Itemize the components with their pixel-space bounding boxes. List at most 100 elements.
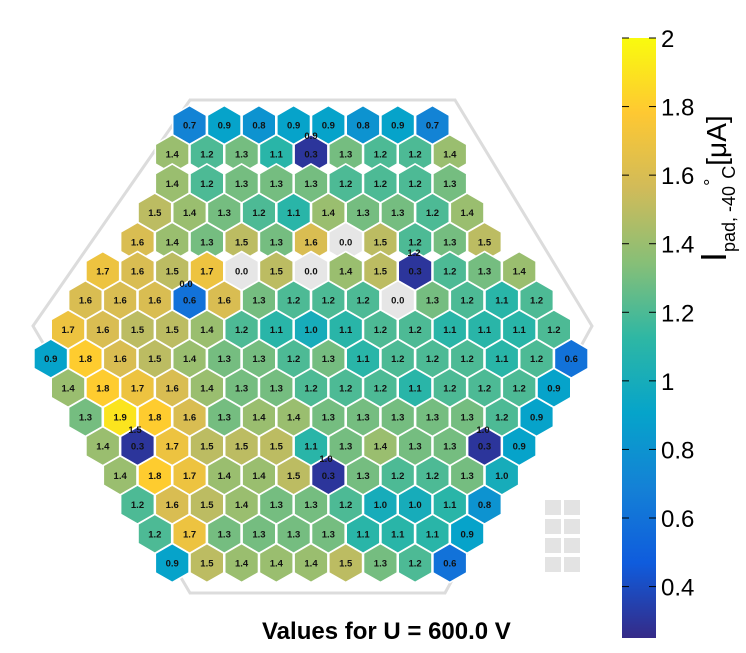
guard-pad xyxy=(564,500,580,515)
pad-value-label: 0.9 xyxy=(530,413,543,424)
pad-value-label: 1.5 xyxy=(235,442,249,453)
pad-value-label: 1.0 xyxy=(495,471,508,482)
pad-value-label: 1.3 xyxy=(218,413,231,424)
pad-value-label: 0.6 xyxy=(183,296,196,307)
pad-value-label: 1.2 xyxy=(322,296,335,307)
pad-value-label: 1.2 xyxy=(131,500,144,511)
colorbar-label-sub: pad, -40 xyxy=(719,186,739,252)
colorbar-tick-label: 1 xyxy=(661,369,674,396)
pad-value-label: 1.3 xyxy=(391,208,404,219)
pad-value-label: 1.2 xyxy=(408,179,421,190)
pad-value-label: 1.4 xyxy=(322,208,336,219)
pad-value-label: 1.3 xyxy=(322,413,335,424)
guard-ring-pads xyxy=(545,500,580,572)
pad-value-label: 1.4 xyxy=(235,500,249,511)
pad-value-label: 1.2 xyxy=(391,354,404,365)
svg-text:Ipad, -40°C[μA]: Ipad, -40°C[μA] xyxy=(693,115,739,262)
pad-value-label: 1.4 xyxy=(200,383,214,394)
pad-value-label: 0.9 xyxy=(513,442,526,453)
colorbar-tick-label: 0.6 xyxy=(661,506,694,533)
pad-value-label: 1.8 xyxy=(148,471,161,482)
colorbar-label-main: I xyxy=(693,252,734,262)
pad-value-label: 1.4 xyxy=(339,267,353,278)
pad-value-label: 1.3 xyxy=(356,413,369,424)
pad-value-label: 1.7 xyxy=(183,529,196,540)
pad-value-label: 0.7 xyxy=(183,121,196,132)
pad-value-label: 0.9 xyxy=(44,354,57,365)
pad-cells: 0.7 0.9 0.8 0.9 0.9 0.8 0.9 0.7 1.4 1.2 1.3 1.1 0.3 1… xyxy=(33,104,589,584)
pad-value-label: 1.4 xyxy=(114,471,128,482)
pad-value-label: 1.4 xyxy=(304,559,318,570)
colorbar-ticks: 2 1.8 1.6 1.4 1.2 1 0.8 0.6 0.4 xyxy=(622,26,694,602)
pad-value-label: 0.3 xyxy=(478,442,491,453)
pad-value-label: 1.4 xyxy=(235,559,249,570)
pad-value-label: 1.1 xyxy=(478,325,492,336)
pad-value-label: 1.7 xyxy=(96,267,109,278)
pad-value-label: 1.2 xyxy=(200,150,213,161)
pad-value-label: 1.3 xyxy=(426,413,439,424)
pad-value-label: 1.2 xyxy=(304,383,317,394)
pad-value-label: 1.4 xyxy=(513,267,527,278)
pad-value-label: 1.2 xyxy=(287,296,300,307)
pad-value-label: 1.3 xyxy=(218,529,231,540)
pad-value-label: 1.2 xyxy=(339,500,352,511)
pad-value-label: 1.2 xyxy=(287,354,300,365)
colorbar-label: Ipad, -40°C[μA] xyxy=(693,115,739,262)
pad-value-label: 1.7 xyxy=(183,471,196,482)
pad-value-label: 1.1 xyxy=(304,442,318,453)
pad-extra-label: 1.5 xyxy=(128,425,142,436)
pad-cell: 1.4 xyxy=(258,542,294,584)
pad-cell: 1.4 xyxy=(223,542,260,584)
pad-value-label: 1.2 xyxy=(408,325,421,336)
colorbar-tick-label: 1.4 xyxy=(661,232,694,259)
pad-value-label: 0.9 xyxy=(547,383,560,394)
pad-value-label: 0.0 xyxy=(391,296,404,307)
pad-value-label: 1.4 xyxy=(461,208,475,219)
pad-value-label: 1.6 xyxy=(218,296,231,307)
pad-cell: 1.2 xyxy=(397,542,433,584)
pad-value-label: 1.3 xyxy=(270,179,283,190)
pad-value-label: 1.5 xyxy=(200,442,214,453)
pad-value-label: 1.8 xyxy=(96,383,109,394)
pad-value-label: 1.3 xyxy=(374,559,387,570)
pad-value-label: 1.1 xyxy=(495,354,509,365)
sensor-outline xyxy=(31,98,594,595)
pad-value-label: 0.3 xyxy=(304,150,317,161)
pad-value-label: 1.3 xyxy=(304,179,317,190)
pad-value-label: 1.1 xyxy=(408,383,422,394)
pad-cell: 0.9 xyxy=(154,542,190,584)
pad-cell: 0.6 xyxy=(432,542,468,584)
pad-value-label: 1.2 xyxy=(530,354,543,365)
pad-value-label: 1.4 xyxy=(96,442,110,453)
colorbar xyxy=(622,38,656,638)
pad-value-label: 1.2 xyxy=(461,296,474,307)
pad-value-label: 1.5 xyxy=(148,208,162,219)
colorbar-tick-label: 2 xyxy=(661,26,674,53)
pad-value-label: 1.4 xyxy=(166,179,180,190)
pad-value-label: 1.5 xyxy=(166,267,180,278)
pad-value-label: 1.6 xyxy=(148,296,161,307)
pad-value-label: 1.5 xyxy=(270,442,284,453)
pad-value-label: 1.5 xyxy=(270,267,284,278)
pad-value-label: 1.4 xyxy=(374,442,388,453)
pad-value-label: 1.3 xyxy=(426,296,439,307)
pad-value-label: 1.3 xyxy=(218,208,231,219)
pad-value-label: 1.5 xyxy=(339,559,353,570)
pad-value-label: 0.8 xyxy=(356,121,369,132)
pad-value-label: 1.7 xyxy=(131,383,144,394)
pad-extra-labels: 0.91.20.01.51.01.0 xyxy=(128,131,489,465)
pad-value-label: 1.6 xyxy=(304,237,317,248)
pad-value-label: 1.2 xyxy=(461,354,474,365)
pad-extra-label: 1.0 xyxy=(319,454,332,465)
pad-value-label: 1.7 xyxy=(61,325,74,336)
pad-value-label: 1.9 xyxy=(114,413,127,424)
pad-value-label: 0.6 xyxy=(565,354,578,365)
pad-value-label: 1.3 xyxy=(339,150,352,161)
pad-value-label: 0.8 xyxy=(252,121,265,132)
guard-pad xyxy=(545,538,561,553)
pad-value-label: 1.2 xyxy=(374,150,387,161)
pad-value-label: 0.9 xyxy=(287,121,300,132)
pad-value-label: 1.1 xyxy=(513,325,527,336)
pad-value-label: 1.3 xyxy=(252,529,265,540)
pad-value-label: 1.2 xyxy=(547,325,560,336)
